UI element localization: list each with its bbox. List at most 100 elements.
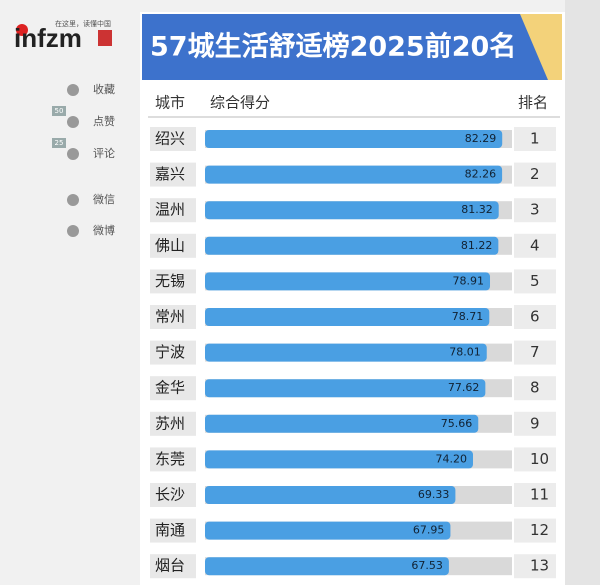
rank: 13 <box>530 557 549 575</box>
rank: 2 <box>530 165 540 183</box>
city-cell <box>150 162 196 187</box>
city-label: 无锡 <box>155 272 185 290</box>
sidebar-icon <box>67 84 79 96</box>
column-header: 排名 <box>518 94 548 112</box>
city-cell <box>150 483 196 507</box>
city-cell <box>150 518 196 543</box>
badge: 50 <box>55 107 64 115</box>
city-label: 宁波 <box>155 343 185 361</box>
sidebar-label: 评论 <box>93 146 115 160</box>
city-label: 苏州 <box>155 414 185 432</box>
city-label: 烟台 <box>155 557 185 575</box>
rank-cell <box>514 233 556 258</box>
sidebar-icon <box>67 116 79 128</box>
value-label: 67.53 <box>411 559 443 572</box>
badge: 25 <box>55 139 64 147</box>
rank-cell <box>514 554 556 579</box>
logo-tagline: 在这里，读懂中国 <box>55 19 111 28</box>
sidebar-icon <box>67 148 79 160</box>
bar <box>205 272 491 291</box>
value-label: 77.62 <box>448 381 480 394</box>
city-cell <box>150 305 196 329</box>
rank-cell <box>514 518 556 543</box>
city-label: 常州 <box>155 308 185 326</box>
rank: 3 <box>530 201 540 219</box>
city-label: 佛山 <box>155 236 185 254</box>
rank-cell <box>514 340 556 365</box>
bar <box>205 379 486 398</box>
city-cell <box>150 269 196 294</box>
city-cell <box>150 411 196 436</box>
bar <box>205 308 490 326</box>
city-label: 长沙 <box>155 486 185 504</box>
logo-mark <box>16 24 28 36</box>
rank-cell <box>514 198 556 223</box>
bar <box>205 201 499 220</box>
city-label: 嘉兴 <box>155 165 185 183</box>
column-header: 综合得分 <box>210 94 270 112</box>
rank: 6 <box>530 308 540 326</box>
rank-cell <box>514 269 556 294</box>
bar <box>205 130 503 148</box>
value-label: 69.33 <box>418 488 450 501</box>
value-label: 78.91 <box>453 274 485 287</box>
rank: 10 <box>530 450 549 468</box>
value-label: 81.32 <box>461 203 493 216</box>
value-label: 82.26 <box>465 168 497 181</box>
rank: 8 <box>530 379 540 397</box>
sidebar-label: 点赞 <box>93 115 115 128</box>
bar <box>205 450 473 469</box>
title-banner <box>142 14 562 80</box>
banner-corner <box>520 14 562 80</box>
bar <box>205 521 451 540</box>
value-label: 74.20 <box>435 452 467 465</box>
rank: 4 <box>530 236 540 254</box>
city-label: 东莞 <box>155 450 185 468</box>
sidebar-label: 收藏 <box>93 82 115 96</box>
value-label: 75.66 <box>441 417 473 430</box>
logo-brand: infzm <box>14 23 82 53</box>
sidebar-label: 微信 <box>93 192 115 206</box>
city-cell <box>150 233 196 258</box>
rank-cell <box>514 305 556 329</box>
bar <box>205 486 456 504</box>
rank-cell <box>514 376 556 401</box>
sidebar-label: 微博 <box>93 223 115 237</box>
value-label: 78.01 <box>449 346 481 359</box>
city-cell <box>150 127 196 151</box>
city-cell <box>150 376 196 401</box>
bar <box>205 236 499 255</box>
rank: 1 <box>530 130 540 148</box>
city-label: 温州 <box>155 201 185 219</box>
city-cell <box>150 554 196 579</box>
city-cell <box>150 198 196 223</box>
value-label: 82.29 <box>465 132 497 145</box>
city-label: 绍兴 <box>155 130 185 148</box>
bar <box>205 165 503 184</box>
rank-cell <box>514 483 556 507</box>
city-label: 南通 <box>155 521 185 539</box>
city-label: 金华 <box>155 379 185 397</box>
bar <box>205 343 487 362</box>
column-header: 城市 <box>155 94 185 112</box>
rank-cell <box>514 162 556 187</box>
bar <box>205 557 449 576</box>
chart-title: 57城生活舒适榜2025前20名 <box>150 31 516 63</box>
logo-stamp <box>98 30 112 46</box>
rank-cell <box>514 127 556 151</box>
rank-cell <box>514 447 556 472</box>
rank: 9 <box>530 414 540 432</box>
rank: 12 <box>530 521 549 539</box>
rank: 7 <box>530 343 540 361</box>
right-edge <box>565 0 600 585</box>
rank: 5 <box>530 272 540 290</box>
sidebar-icon <box>67 194 79 206</box>
rank-cell <box>514 411 556 436</box>
badge-box <box>52 138 66 148</box>
bar <box>205 414 479 433</box>
city-cell <box>150 340 196 365</box>
sidebar-icon <box>67 225 79 237</box>
city-cell <box>150 447 196 472</box>
